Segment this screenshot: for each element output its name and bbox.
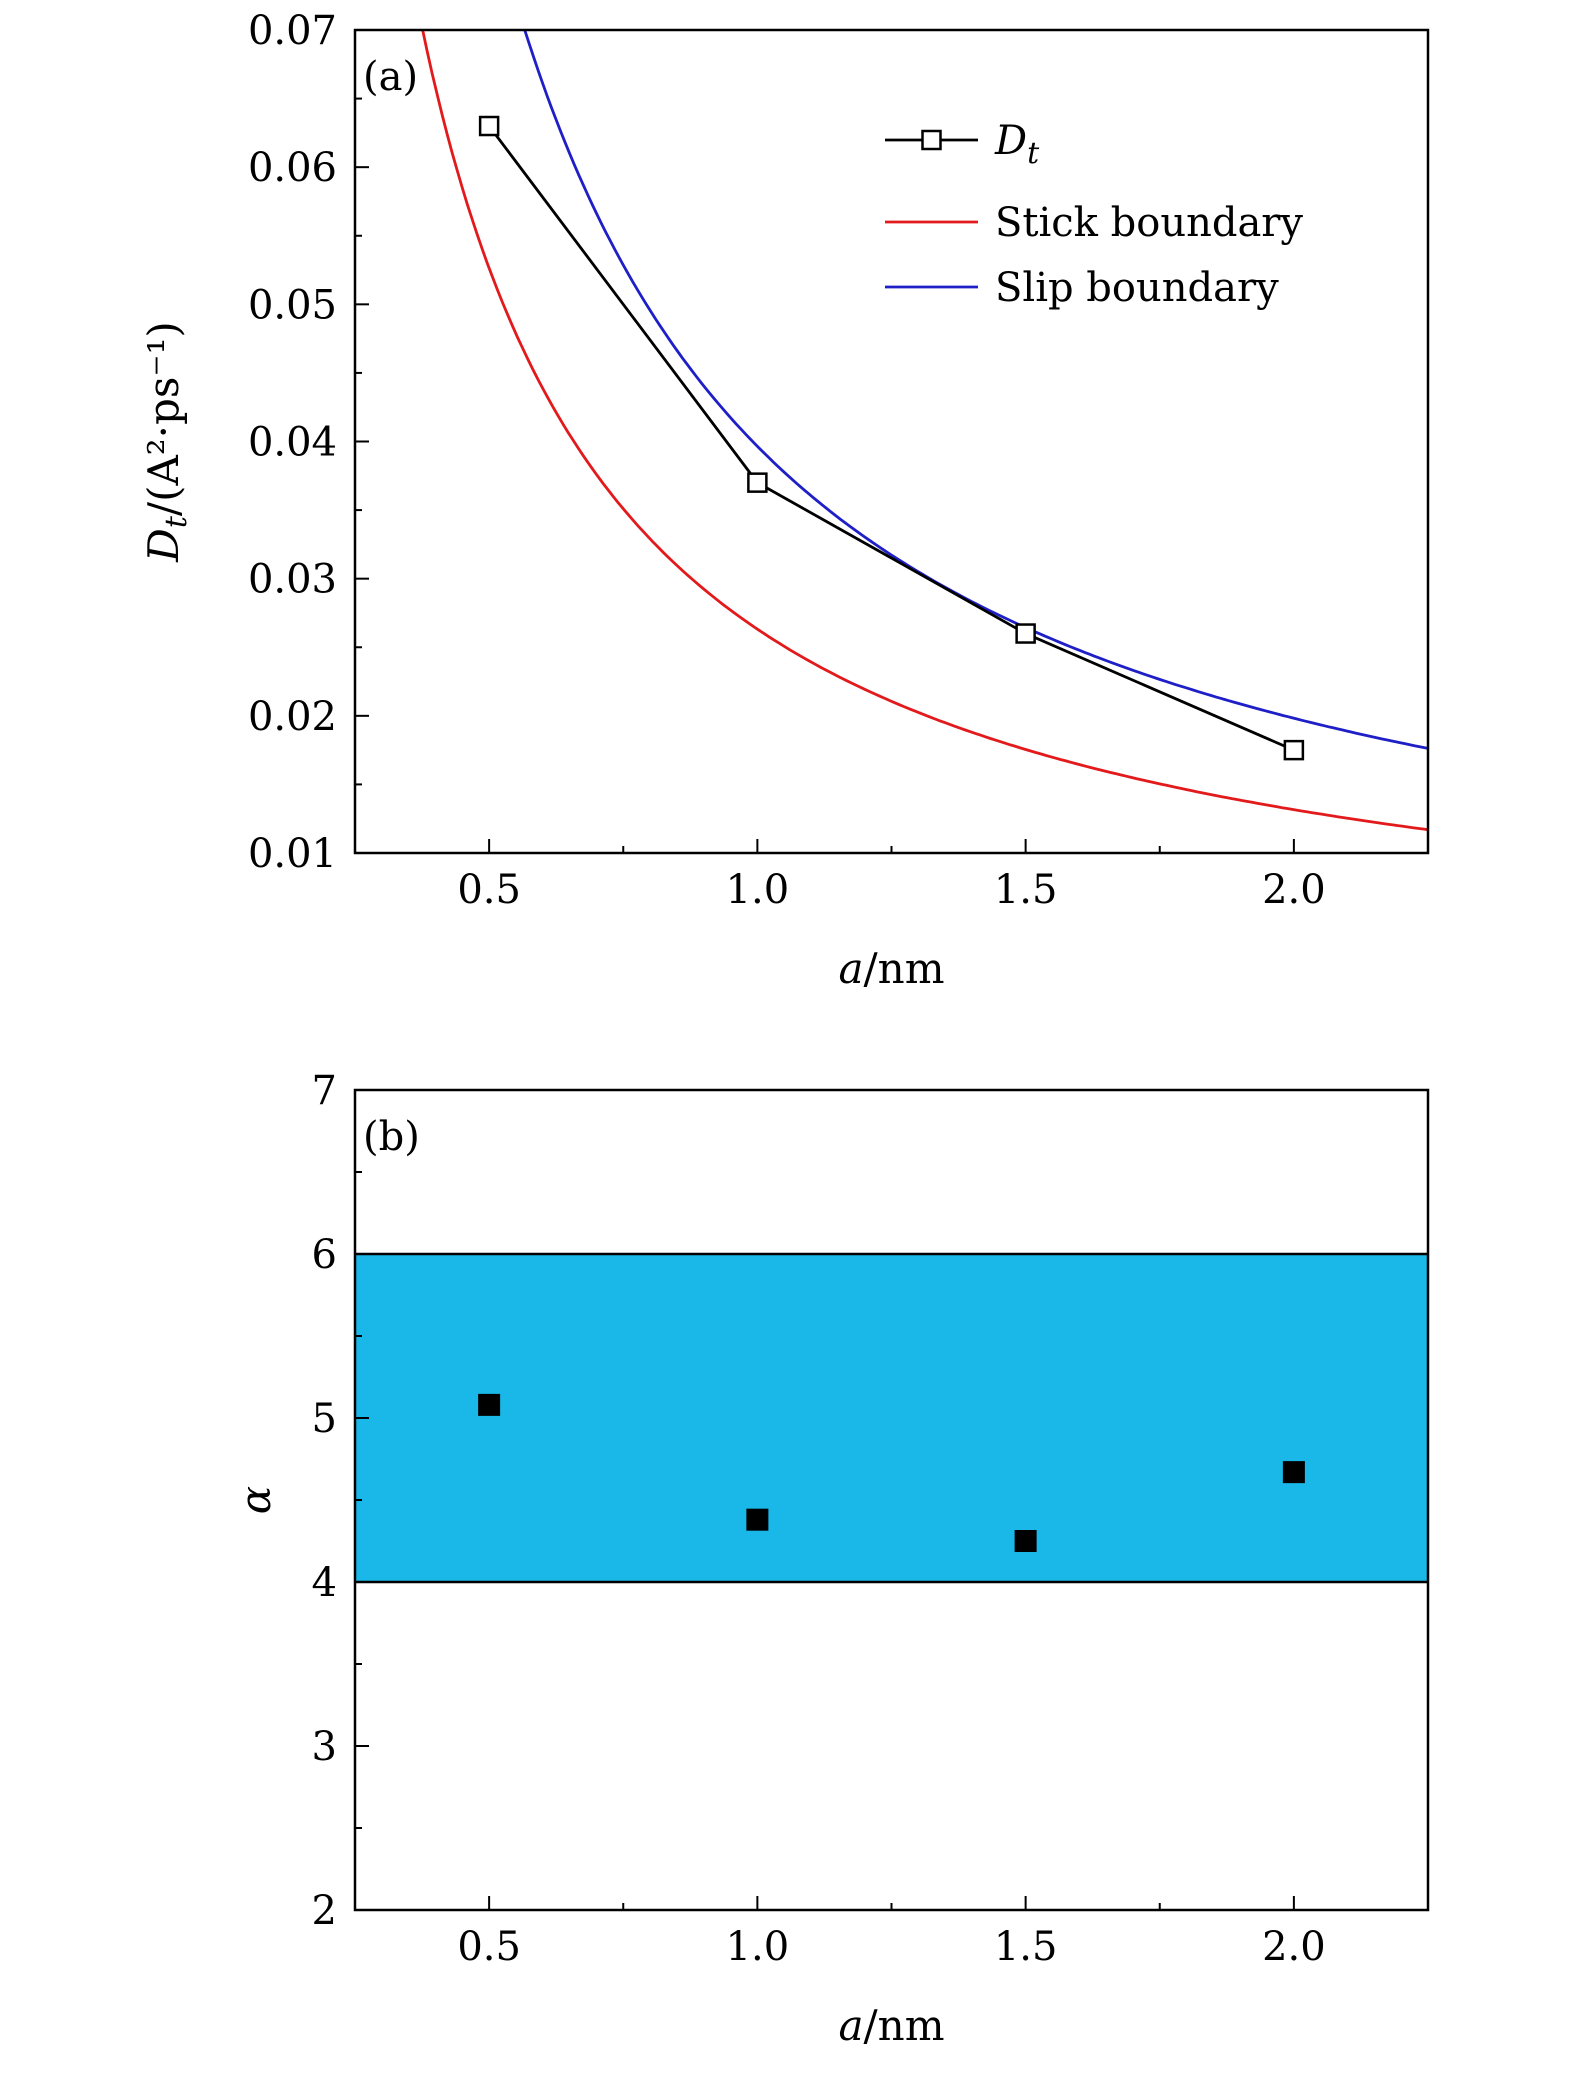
y-tick-label: 5 (312, 1396, 337, 1442)
y-tick-label: 3 (312, 1724, 337, 1770)
panel-b-x-axis-variable: a (838, 2001, 863, 2050)
x-tick-label: 0.5 (457, 867, 521, 913)
dt-marker (478, 115, 500, 137)
y-tick-label: 7 (312, 1068, 337, 1114)
alpha-marker (746, 1508, 769, 1531)
panel-a-plot-area: 0.5 1.0 1.5 2.0 0.01 0.02 0.03 0.04 0.05 0.06 0.07 (248, 8, 1428, 913)
panel-a-y-axis-label: Dt/(A²·ps⁻¹) (139, 321, 194, 563)
y-tick-label: 0.01 (248, 831, 337, 877)
y-tick-label: 0.06 (248, 145, 337, 191)
panel-a-y-axis-subscript: t (159, 515, 194, 528)
dt-series-line (488, 125, 1295, 752)
panel-b-tag: (b) (363, 1114, 420, 1160)
legend-dt-label: Dt (994, 118, 1040, 171)
legend-stick-label: Stick boundary (995, 200, 1303, 246)
legend-slip-label: Slip boundary (995, 265, 1279, 311)
panel-a-y-axis-variable: D (139, 528, 188, 563)
dt-marker (1015, 623, 1036, 644)
panel-a-chart: 0.5 1.0 1.5 2.0 0.01 0.02 0.03 0.04 0.05 0.06 0.07… (139, 8, 1430, 993)
stick-boundary-line (421, 30, 1428, 832)
alpha-marker (1282, 1461, 1305, 1484)
dt-marker (747, 472, 768, 493)
x-tick-label: 1.5 (994, 867, 1058, 913)
y-tick-label: 4 (312, 1560, 337, 1606)
y-tick-label: 2 (312, 1888, 337, 1934)
dt-marker (1283, 739, 1305, 761)
panel-b-frame (353, 1088, 1430, 1912)
panel-b-x-axis-label: a/nm (838, 2001, 944, 2050)
panel-b-plot-area: 0.5 1.0 1.5 2.0 2 3 4 5 6 7 (312, 1068, 1428, 1970)
legend-dt-marker (921, 129, 942, 151)
panel-a-legend: Dt Stick boundary Slip boundary (885, 118, 1303, 311)
y-tick-label: 0.04 (248, 420, 337, 466)
x-tick-label: 2.0 (1262, 867, 1326, 913)
panel-a-y-axis-unit: /(A²·ps⁻¹) (139, 321, 188, 516)
panel-a-tag: (a) (363, 54, 418, 100)
alpha-marker (1014, 1530, 1037, 1552)
alpha-marker (478, 1393, 501, 1416)
y-tick-label: 0.02 (248, 694, 337, 740)
legend-dt-sub: t (1027, 136, 1040, 171)
x-tick-label: 1.0 (726, 867, 790, 913)
x-tick-label: 2.0 (1262, 1924, 1326, 1970)
panel-b-chart: 0.5 1.0 1.5 2.0 2 3 4 5 6 7 (b) a/nm α (231, 1068, 1430, 2050)
y-tick-label: 0.05 (248, 282, 337, 328)
y-tick-label: 0.03 (248, 557, 337, 603)
panel-b-x-axis-unit: /nm (864, 2001, 945, 2050)
x-tick-label: 1.0 (726, 1924, 790, 1970)
y-tick-label: 0.07 (248, 8, 337, 54)
panel-a-frame (353, 28, 1430, 855)
x-tick-label: 0.5 (457, 1924, 521, 1970)
slip-boundary-line (523, 30, 1428, 750)
panel-b-y-axis-label: α (231, 1486, 280, 1514)
x-tick-label: 1.5 (994, 1924, 1058, 1970)
legend-dt-main: D (994, 118, 1027, 164)
panel-a-x-axis-label: a/nm (838, 944, 944, 993)
panel-a-x-axis-unit: /nm (864, 944, 945, 993)
alpha-range-band (355, 1254, 1428, 1582)
panel-a-x-axis-variable: a (838, 944, 863, 993)
y-tick-label: 6 (312, 1232, 337, 1278)
